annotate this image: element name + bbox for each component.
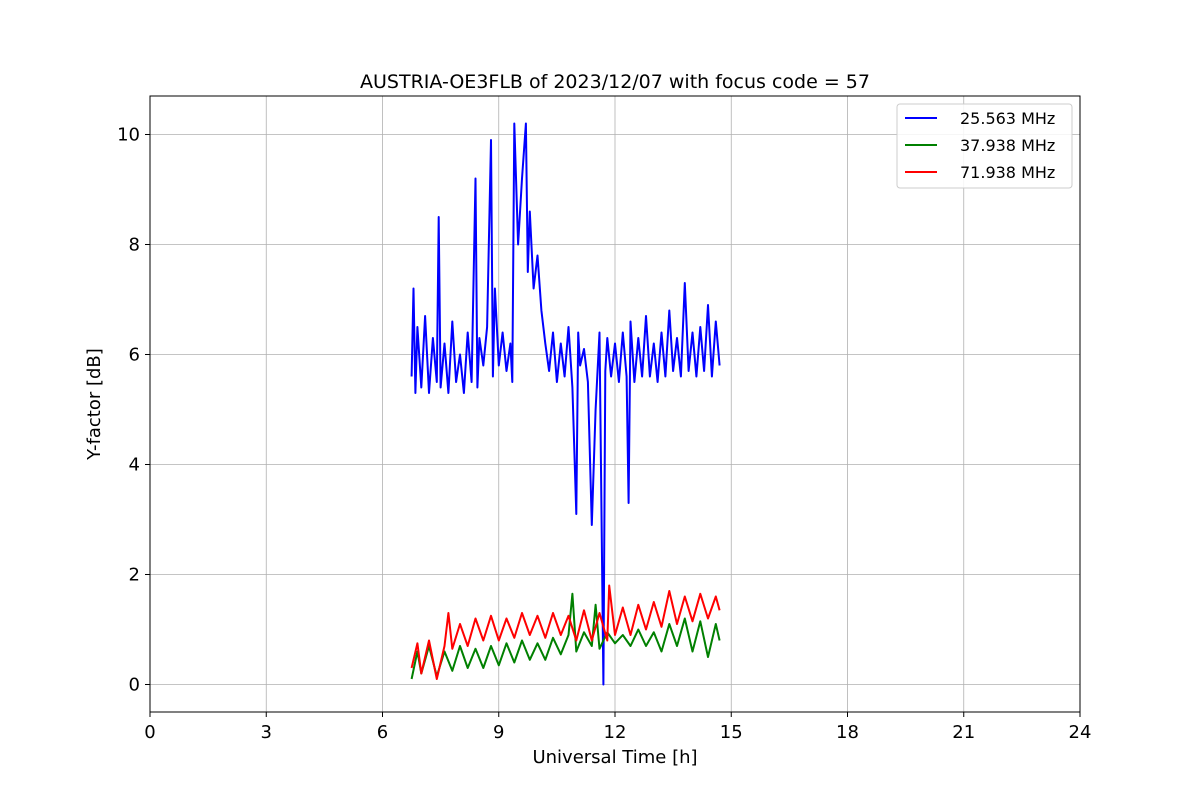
- x-tick-label: 6: [377, 722, 388, 743]
- legend: 25.563 MHz 37.938 MHz 71.938 MHz: [896, 103, 1073, 189]
- series-line-1: [410, 122, 721, 686]
- y-tick-label: 2: [129, 565, 140, 586]
- y-axis-label: Y-factor [dB]: [84, 348, 105, 461]
- x-tick-label: 12: [604, 722, 627, 743]
- x-axis: 0 3 6 9 12 15 18 21 24: [144, 712, 1091, 743]
- y-tick-label: 8: [129, 235, 140, 256]
- y-tick-label: 4: [129, 455, 140, 476]
- legend-label: 37.938 MHz: [960, 136, 1055, 155]
- y-axis: 0 2 4 6 8 10: [117, 125, 150, 696]
- x-axis-label: Universal Time [h]: [532, 747, 697, 768]
- x-tick-label: 15: [720, 722, 743, 743]
- legend-label: 71.938 MHz: [960, 163, 1055, 182]
- legend-box: [896, 103, 1073, 189]
- y-tick-label: 6: [129, 345, 140, 366]
- y-tick-label: 0: [129, 675, 140, 696]
- legend-label: 25.563 MHz: [960, 109, 1055, 128]
- series-layer: [410, 122, 721, 686]
- x-tick-label: 0: [144, 722, 155, 743]
- x-tick-label: 9: [493, 722, 504, 743]
- x-tick-label: 21: [952, 722, 975, 743]
- chart-title: AUSTRIA-OE3FLB of 2023/12/07 with focus …: [360, 71, 870, 93]
- x-tick-label: 3: [261, 722, 272, 743]
- x-tick-label: 24: [1069, 722, 1092, 743]
- y-tick-label: 10: [117, 125, 140, 146]
- series-line-2: [410, 592, 721, 680]
- series-line-3: [410, 584, 721, 680]
- x-tick-label: 18: [836, 722, 859, 743]
- grid: [149, 96, 1081, 712]
